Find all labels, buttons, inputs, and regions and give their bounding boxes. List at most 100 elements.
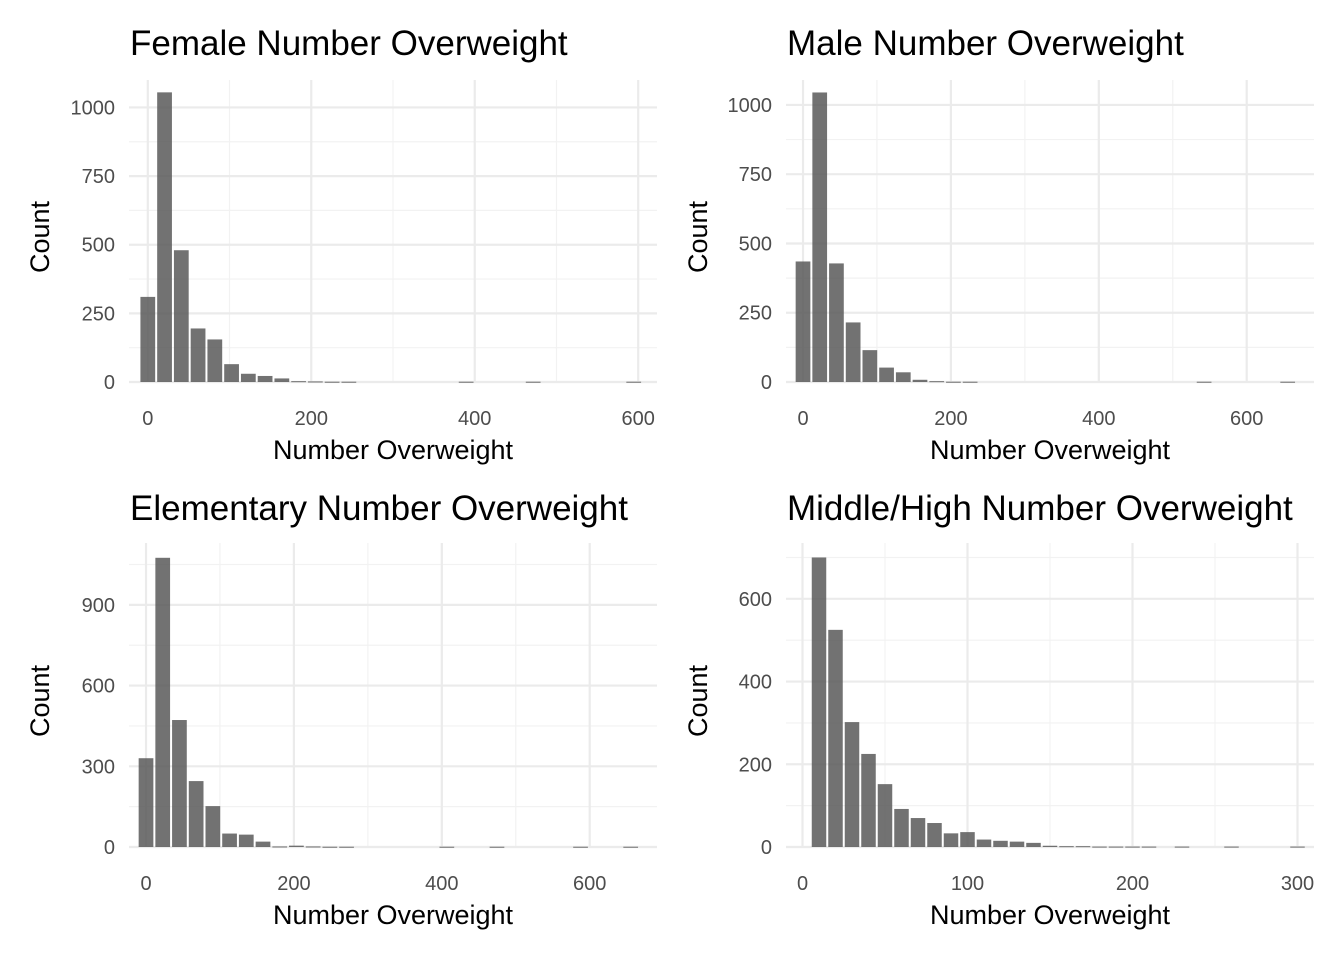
histogram-bar	[289, 845, 304, 847]
gridlines	[786, 80, 1314, 384]
histogram-bars	[795, 92, 1296, 383]
histogram-bar	[140, 296, 156, 382]
y-tick-label: 1000	[728, 95, 773, 117]
y-tick-label: 600	[739, 589, 772, 611]
histogram-bar	[291, 381, 306, 383]
histogram-bar	[525, 381, 541, 383]
histogram-bar	[829, 263, 844, 382]
y-axis-title: Count	[25, 664, 55, 737]
histogram-bar	[224, 364, 239, 382]
histogram-bar	[339, 846, 354, 848]
y-tick-label: 0	[761, 372, 772, 394]
x-tick-label: 0	[142, 408, 153, 430]
gridlines	[129, 80, 657, 384]
histogram-bar	[812, 92, 828, 382]
y-tick-label: 250	[739, 303, 772, 325]
histogram-bar	[861, 753, 876, 847]
x-tick-label: 200	[295, 408, 328, 430]
histogram-bar	[895, 372, 911, 382]
histogram-bar	[155, 557, 171, 847]
histogram-bar	[811, 557, 827, 847]
y-tick-label: 200	[739, 754, 772, 776]
x-axis-title: Number Overweight	[273, 435, 514, 465]
histogram-bar	[458, 381, 474, 383]
histogram-bar	[274, 378, 290, 382]
histogram-bar	[1009, 841, 1025, 847]
histogram-bar	[1108, 846, 1124, 848]
y-axis-title: Count	[683, 664, 713, 737]
histogram-bar	[976, 839, 992, 847]
y-tick-label: 600	[82, 676, 115, 698]
histogram-bar	[307, 381, 323, 383]
histogram-bar	[205, 806, 221, 847]
middle-high-histogram-panel: Middle/High Number Overweight Number Ove…	[683, 489, 1314, 930]
histogram-bar	[1174, 846, 1190, 848]
histogram-bar	[138, 758, 154, 847]
y-tick-label: 500	[739, 233, 772, 255]
y-tick-label: 400	[739, 672, 772, 694]
histogram-bar	[844, 722, 860, 847]
histogram-bar	[894, 808, 909, 847]
histogram-bar	[912, 379, 928, 382]
y-tick-label: 1000	[71, 97, 116, 119]
histogram-bar	[1042, 845, 1058, 847]
histogram-bars	[811, 557, 1305, 848]
histogram-bar	[1125, 846, 1140, 848]
histogram-bar	[962, 381, 978, 383]
panel-title: Elementary Number Overweight	[130, 489, 628, 528]
x-axis-title: Number Overweight	[930, 900, 1171, 930]
histogram-bar	[1075, 846, 1091, 848]
x-tick-label: 0	[797, 408, 808, 430]
histogram-bar	[439, 846, 455, 848]
histogram-bar	[322, 846, 338, 848]
x-tick-label: 200	[277, 873, 310, 895]
x-tick-label: 100	[951, 873, 984, 895]
histogram-bar	[173, 250, 189, 382]
histogram-bar	[573, 846, 588, 848]
x-tick-label: 0	[797, 873, 808, 895]
histogram-bar	[324, 381, 340, 383]
x-tick-label: 200	[1116, 873, 1149, 895]
y-axis-title: Count	[25, 200, 55, 273]
y-tick-label: 0	[104, 372, 115, 394]
histogram-bar	[1196, 381, 1212, 383]
gridlines	[129, 543, 657, 849]
histogram-bar	[828, 629, 843, 847]
y-tick-label: 750	[739, 164, 772, 186]
histogram-bar	[1059, 846, 1074, 848]
histogram-bar	[1141, 846, 1157, 848]
histogram-bar	[305, 846, 321, 848]
x-tick-label: 600	[573, 873, 606, 895]
histogram-bar	[993, 840, 1008, 847]
histogram-bar	[943, 833, 959, 847]
histogram-bar	[927, 823, 942, 847]
x-tick-label: 600	[622, 408, 655, 430]
x-axis-title: Number Overweight	[273, 900, 514, 930]
x-tick-label: 600	[1230, 408, 1263, 430]
histogram-bar	[623, 846, 639, 848]
histogram-bar	[877, 784, 893, 847]
histogram-bar	[238, 834, 254, 847]
histogram-bar	[929, 381, 945, 383]
panel-title: Female Number Overweight	[130, 24, 568, 63]
panel-title: Middle/High Number Overweight	[787, 489, 1293, 528]
y-tick-label: 750	[82, 166, 115, 188]
histogram-bar	[188, 781, 204, 847]
y-tick-label: 300	[82, 756, 115, 778]
tick-labels: 0 200 400 600 0 100 200 300	[739, 589, 1315, 895]
histogram-bar	[795, 261, 811, 382]
x-tick-label: 400	[458, 408, 491, 430]
histogram-bar	[1224, 846, 1239, 848]
y-tick-label: 0	[761, 837, 772, 859]
tick-labels: 0 250 500 750 1000 0 200 400 600	[728, 95, 1264, 430]
y-axis-title: Count	[683, 200, 713, 273]
y-tick-label: 0	[104, 837, 115, 859]
histogram-bar	[341, 381, 357, 383]
x-tick-label: 300	[1281, 873, 1314, 895]
x-tick-label: 400	[425, 873, 458, 895]
histogram-bar	[172, 720, 187, 847]
y-tick-label: 900	[82, 595, 115, 617]
tick-labels: 0 250 500 750 1000 0 200 400 600	[71, 97, 655, 430]
x-tick-label: 200	[934, 408, 967, 430]
